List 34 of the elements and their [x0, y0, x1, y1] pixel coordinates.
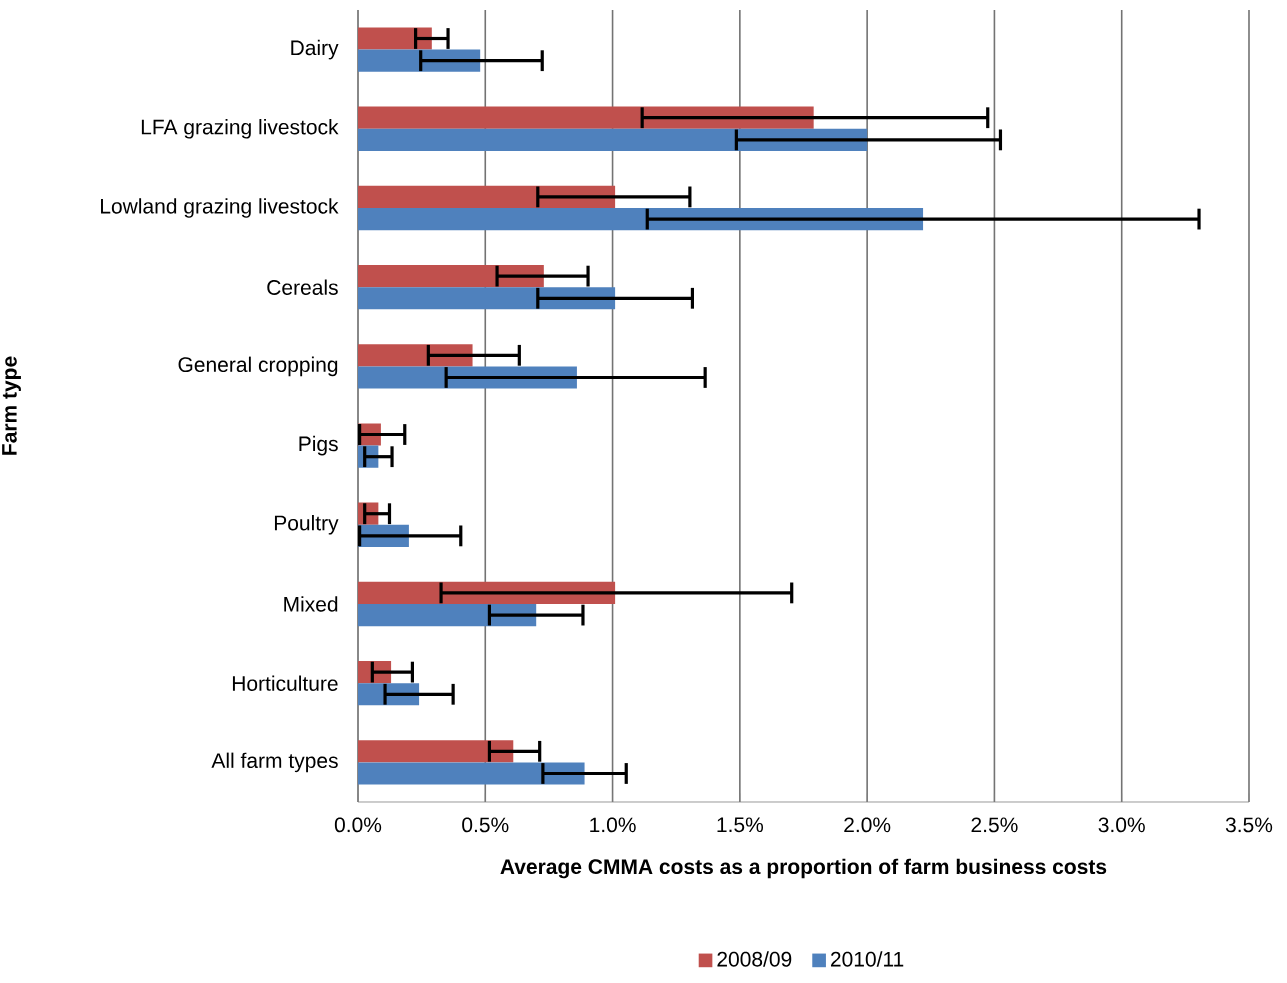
x-tick-label: 3.5%	[1225, 817, 1273, 833]
y-tick-label: LFA grazing livestock	[141, 119, 339, 139]
y-tick-label: Lowland grazing livestock	[101, 198, 339, 218]
bar	[358, 740, 514, 763]
x-tick-label: 0.0%	[334, 817, 382, 833]
y-tick-label: Cereals	[267, 279, 338, 295]
y-tick-label: Poultry	[274, 515, 339, 535]
legend-label: 2008/09	[717, 951, 792, 967]
bar	[358, 344, 473, 367]
x-tick-label: 1.0%	[590, 817, 636, 833]
bar	[358, 49, 481, 72]
y-tick-label: All farm types	[211, 752, 338, 773]
y-tick-label: General cropping	[178, 356, 338, 377]
x-tick-label: 3.0%	[1098, 817, 1145, 833]
bar	[358, 287, 616, 310]
y-tick-label: Dairy	[291, 39, 339, 60]
x-tick-label: 1.5%	[717, 817, 764, 833]
bar	[358, 106, 814, 129]
x-axis-title: Average CMMA costs as a proportion of farm business costs	[500, 858, 1107, 879]
x-tick-label: 2.0%	[844, 817, 891, 833]
x-tick-label: 2.5%	[971, 817, 1018, 833]
y-tick-label: Pigs	[299, 435, 338, 456]
bar	[358, 603, 537, 627]
bar	[358, 185, 616, 208]
bar	[358, 366, 577, 389]
legend-label: 2010/11	[831, 951, 904, 967]
y-tick-label: Mixed	[284, 596, 338, 612]
x-tick-label: 0.5%	[462, 817, 509, 833]
y-axis-title: Farm type	[2, 356, 21, 455]
bar	[358, 27, 432, 50]
bar	[358, 762, 585, 785]
bar	[358, 128, 868, 151]
bar	[358, 265, 544, 288]
y-tick-label: Horticulture	[232, 675, 338, 691]
